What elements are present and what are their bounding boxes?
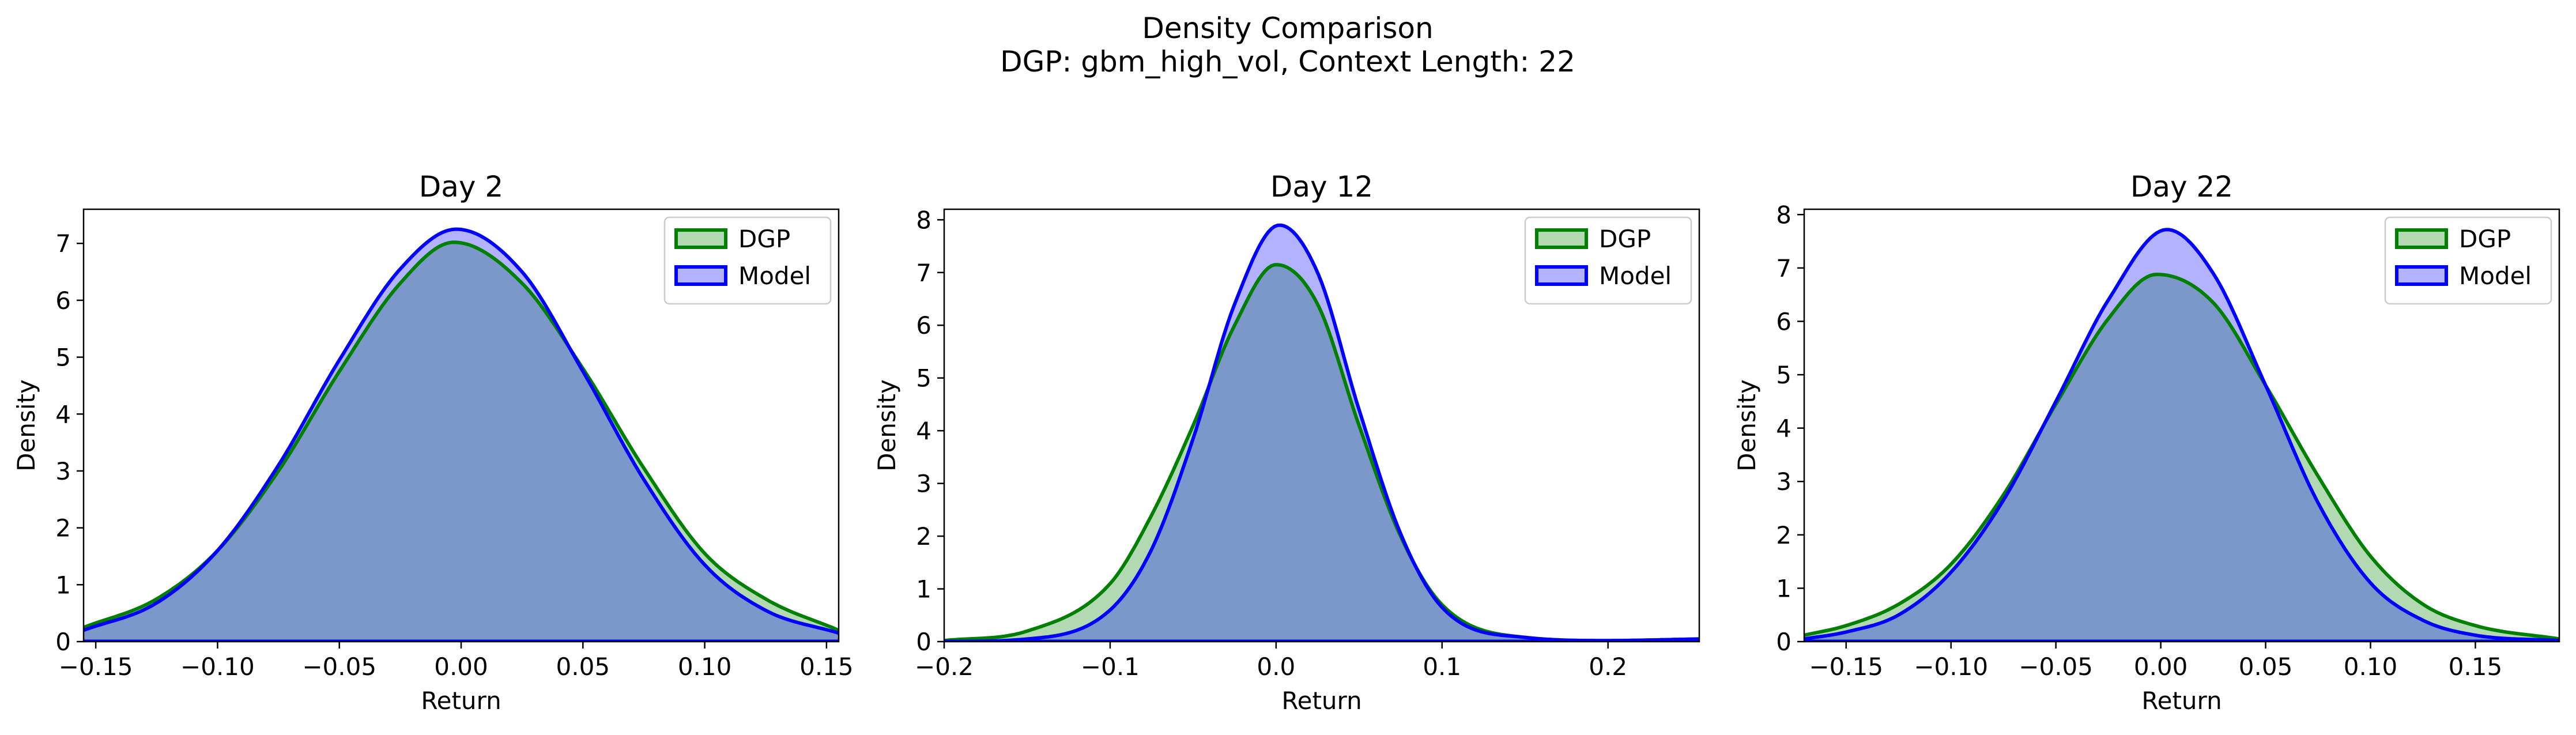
axes-frame bbox=[1803, 208, 2560, 643]
y-tick-label: 8 bbox=[1776, 201, 1791, 229]
x-tick-label: −0.15 bbox=[59, 653, 133, 681]
model-legend-label: Model bbox=[1599, 262, 1672, 290]
x-tick-label: 0.10 bbox=[2344, 653, 2398, 681]
y-tick-label: 3 bbox=[55, 457, 71, 485]
y-tick-label: 1 bbox=[1776, 574, 1791, 602]
x-tick-label: 0.05 bbox=[556, 653, 610, 681]
y-tick-label: 4 bbox=[1776, 414, 1791, 443]
dgp-legend-label: DGP bbox=[738, 225, 790, 253]
y-tick-label: 0 bbox=[916, 628, 931, 656]
dgp-density-fill bbox=[1804, 274, 2559, 642]
legend: DGP Model bbox=[1524, 216, 1692, 305]
figure-subtitle: DGP: gbm_high_vol, Context Length: 22 bbox=[1000, 45, 1575, 78]
y-axis-label: Density bbox=[1733, 379, 1761, 472]
y-tick-label: 2 bbox=[916, 522, 931, 551]
y-tick-label: 3 bbox=[916, 470, 931, 498]
x-tick-label: −0.2 bbox=[915, 653, 974, 681]
dgp-density-fill bbox=[84, 242, 839, 642]
y-tick-label: 1 bbox=[916, 575, 931, 604]
x-tick-label: 0.2 bbox=[1589, 653, 1627, 681]
y-tick-label: 7 bbox=[916, 259, 931, 287]
dgp-density-fill bbox=[944, 265, 1699, 642]
legend: DGP Model bbox=[663, 216, 832, 305]
x-tick-label: 0.10 bbox=[678, 653, 732, 681]
model-density-fill bbox=[944, 225, 1699, 642]
y-tick-label: 1 bbox=[55, 571, 71, 599]
x-axis-label: Return bbox=[1281, 687, 1361, 715]
subplot-panels: −0.15 −0.10 −0.05 0.00 0.05 0.10 0.1501234567D… bbox=[12, 170, 2560, 715]
dgp-legend-swatch bbox=[1535, 228, 1588, 249]
subplot-title: Day 2 bbox=[419, 170, 503, 203]
dgp-legend-label: DGP bbox=[1599, 225, 1651, 253]
y-tick-label: 5 bbox=[55, 344, 71, 372]
y-tick-label: 0 bbox=[55, 628, 71, 656]
y-tick-label: 0 bbox=[1776, 628, 1791, 656]
y-tick-label: 5 bbox=[1776, 361, 1791, 389]
model-legend-label: Model bbox=[2459, 262, 2532, 290]
y-tick-label: 8 bbox=[916, 206, 931, 234]
model-density-fill bbox=[84, 229, 839, 642]
model-legend-swatch bbox=[674, 265, 727, 286]
y-tick-label: 4 bbox=[55, 400, 71, 428]
dgp-density-line bbox=[1804, 272, 2559, 641]
y-axis-label: Density bbox=[12, 379, 40, 472]
model-legend-swatch bbox=[2395, 265, 2448, 286]
x-axis-label: Return bbox=[2141, 687, 2222, 715]
model-legend-label: Model bbox=[738, 262, 811, 290]
x-tick-label: −0.05 bbox=[2019, 653, 2093, 681]
subplot-day-12: −0.2 −0.1 0.0 0.1 0.2 0 1 2 3 4 5 6 7 8 Day 12 Return De… bbox=[873, 170, 1700, 715]
x-tick-label: 0.0 bbox=[1257, 653, 1295, 681]
model-legend-swatch bbox=[1535, 265, 1588, 286]
x-tick-label: 0.1 bbox=[1423, 653, 1461, 681]
y-tick-label: 6 bbox=[916, 311, 931, 340]
x-tick-label: 0.00 bbox=[2134, 653, 2188, 681]
dgp-legend-swatch bbox=[2395, 228, 2448, 249]
subplot-title: Day 22 bbox=[2130, 170, 2233, 203]
axes-frame bbox=[943, 208, 1700, 643]
model-density-line bbox=[1804, 228, 2559, 642]
y-tick-label: 7 bbox=[55, 229, 71, 258]
legend: DGP Model bbox=[2384, 216, 2552, 305]
model-density-fill bbox=[1804, 229, 2559, 642]
legend-box bbox=[1524, 216, 1692, 305]
x-tick-label: −0.05 bbox=[302, 653, 376, 681]
y-tick-label: 4 bbox=[916, 417, 931, 445]
x-tick-label: 0.15 bbox=[2449, 653, 2503, 681]
y-tick-label: 2 bbox=[1776, 521, 1791, 549]
y-tick-label: 3 bbox=[1776, 468, 1791, 496]
subplot-title: Day 12 bbox=[1270, 170, 1373, 203]
model-density-line bbox=[84, 227, 839, 635]
subplot-day-22: −0.15 −0.10 −0.05 0.00 0.05 0.10 0.15 0 1 2 3 4 5 6 7 8… bbox=[1733, 170, 2560, 715]
y-tick-label: 6 bbox=[1776, 307, 1791, 336]
legend-box bbox=[663, 216, 832, 305]
y-tick-label: 6 bbox=[55, 287, 71, 315]
legend-box bbox=[2384, 216, 2552, 305]
x-tick-label: 0.15 bbox=[799, 653, 854, 681]
x-tick-label: −0.1 bbox=[1081, 653, 1140, 681]
dgp-legend-swatch bbox=[674, 228, 727, 249]
x-tick-label: −0.10 bbox=[180, 653, 255, 681]
y-tick-label: 5 bbox=[916, 364, 931, 393]
y-tick-label: 2 bbox=[55, 514, 71, 542]
subplot-day-2: −0.15 −0.10 −0.05 0.00 0.05 0.10 0.15 0 1 2 3 4 5 6 7 D… bbox=[12, 170, 854, 715]
x-tick-label: 0.05 bbox=[2239, 653, 2293, 681]
figure-title: Density Comparison bbox=[1142, 12, 1433, 45]
y-axis-label: Density bbox=[873, 379, 901, 472]
dgp-legend-label: DGP bbox=[2459, 225, 2511, 253]
y-tick-label: 7 bbox=[1776, 254, 1791, 282]
x-axis-label: Return bbox=[421, 687, 501, 715]
x-tick-label: −0.10 bbox=[1914, 653, 1988, 681]
x-tick-label: −0.15 bbox=[1809, 653, 1883, 681]
x-tick-label: 0.00 bbox=[434, 653, 488, 681]
